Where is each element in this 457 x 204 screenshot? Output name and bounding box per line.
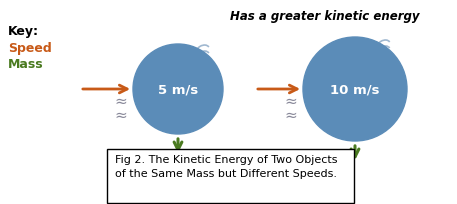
FancyBboxPatch shape	[107, 149, 354, 203]
Text: 10 m/s: 10 m/s	[330, 83, 380, 96]
Text: ≈
≈: ≈ ≈	[115, 93, 128, 122]
Circle shape	[133, 45, 223, 134]
Circle shape	[303, 38, 407, 141]
Text: Key:: Key:	[8, 25, 39, 38]
Text: 5 m/s: 5 m/s	[158, 83, 198, 96]
Text: Fig 2. The Kinetic Energy of Two Objects
of the Same Mass but Different Speeds.: Fig 2. The Kinetic Energy of Two Objects…	[115, 154, 338, 178]
Text: Has a greater kinetic energy: Has a greater kinetic energy	[230, 10, 420, 23]
Text: ≈
≈: ≈ ≈	[285, 93, 298, 122]
Text: Mass: Mass	[8, 58, 43, 71]
Text: Speed: Speed	[8, 42, 52, 55]
